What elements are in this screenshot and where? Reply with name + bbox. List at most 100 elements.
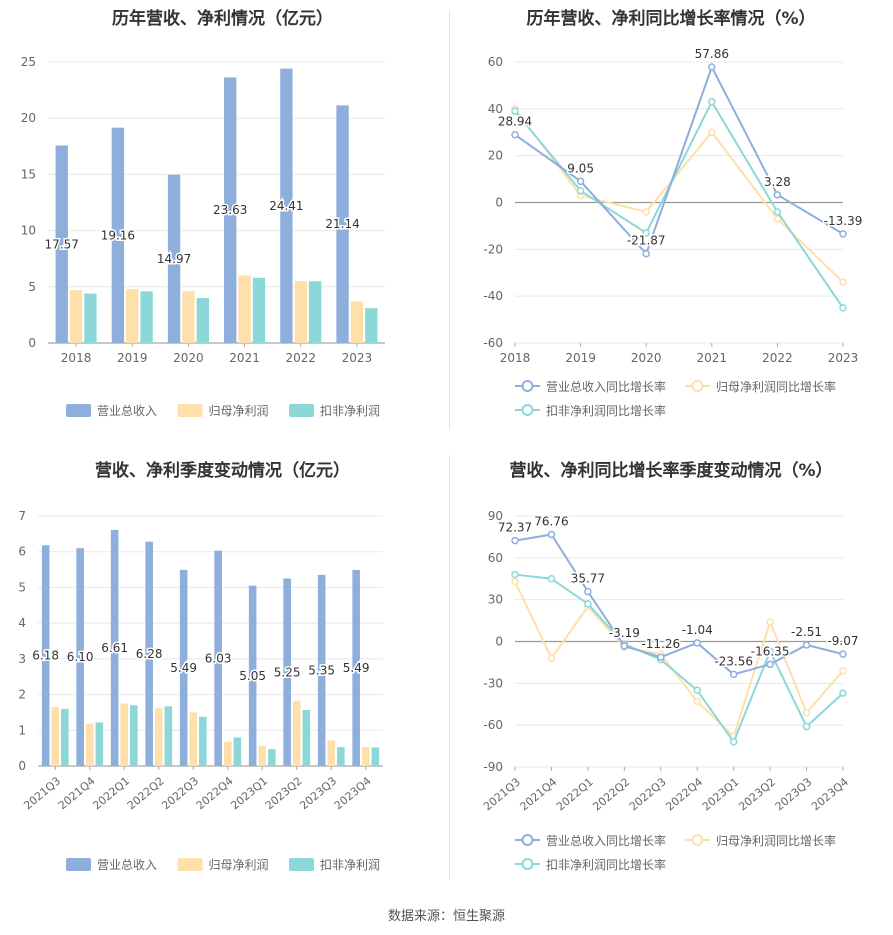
bar-revenue — [280, 68, 293, 344]
chart-annual-growth-rate: 历年营收、净利同比增长率情况（%） -60 -40 -20 0 20 40 60 28.94 9… — [449, 0, 893, 440]
y-tick-label: 90 — [488, 509, 503, 523]
bar-net-profit — [238, 275, 251, 343]
x-tick-label: 2018 — [500, 351, 531, 365]
bar-revenue — [167, 174, 181, 343]
y-tick-label: 0 — [28, 336, 36, 350]
data-point — [620, 642, 629, 650]
series-line-net-profit-growth — [514, 581, 844, 739]
x-tick-label: 2023Q3 — [297, 774, 339, 812]
point-value-label: -1.04 — [682, 623, 713, 637]
bar-net-profit — [327, 740, 336, 766]
data-point — [511, 130, 519, 139]
data-point — [766, 647, 774, 656]
data-point — [766, 618, 774, 626]
point-value-label: 76.76 — [534, 514, 568, 528]
data-point — [642, 208, 650, 216]
x-tick-label: 2023Q2 — [263, 774, 305, 812]
bar-value-label: 17.57 — [45, 237, 79, 251]
x-tick-label: 2021Q3 — [21, 774, 63, 812]
legend-marker — [521, 404, 534, 416]
legend-label: 营业总收入同比增长率 — [546, 379, 666, 394]
y-tick-label: 0 — [495, 196, 503, 210]
x-tick-label: 2022Q2 — [125, 774, 167, 812]
point-value-label: 72.37 — [498, 521, 532, 535]
y-tick-label: 40 — [488, 102, 503, 116]
point-value-label: 28.94 — [498, 115, 532, 129]
bar-value-label: 6.18 — [32, 649, 59, 663]
y-tick-label: 7 — [18, 509, 26, 523]
bar-net-profit — [51, 707, 60, 766]
x-tick-label: 2023Q1 — [700, 775, 742, 813]
data-point — [708, 98, 716, 106]
bar-net-profit — [154, 708, 163, 766]
data-point — [693, 697, 701, 706]
y-tick-label: 3 — [18, 652, 26, 666]
bar-net-profit — [189, 712, 198, 766]
data-point — [584, 600, 592, 608]
x-tick-label: 2023Q2 — [736, 775, 778, 813]
series-line-deducted-profit-growth — [514, 573, 844, 744]
chart-svg: 0 1 2 3 4 5 6 7 6.18 6.10 6.61 6.28 5.49 6.03 5.05 5.25… — [18, 509, 383, 872]
series-line-revenue-growth — [514, 64, 844, 256]
bar-revenue — [214, 550, 222, 766]
x-tick-label: 2022Q1 — [90, 774, 132, 812]
x-tick-label: 2022Q2 — [590, 775, 632, 813]
legend-label: 营业总收入同比增长率 — [546, 833, 666, 848]
chart-title: 营收、净利季度变动情况（亿元） — [95, 461, 350, 481]
legend-swatch — [66, 404, 91, 417]
bar-revenue — [145, 541, 153, 766]
point-value-label: -23.56 — [714, 654, 753, 668]
data-point — [547, 530, 556, 539]
bar-deducted-profit — [308, 281, 322, 343]
data-point — [839, 278, 847, 286]
x-tick-label: 2022 — [762, 351, 793, 365]
y-tick-label: 20 — [488, 149, 503, 163]
bar-revenue — [317, 574, 326, 766]
bar-value-label: 21.14 — [325, 217, 359, 231]
legend-swatch — [177, 404, 203, 417]
chart-quarterly-growth-rate: 营收、净利同比增长率季度变动情况（%） -90 -60 -30 0 30 60 90 72.3… — [449, 450, 893, 890]
bar-deducted-profit — [164, 706, 173, 766]
bar-net-profit — [361, 747, 370, 766]
bar-value-label: 6.28 — [136, 647, 163, 661]
data-point — [729, 738, 738, 746]
bar-revenue — [224, 77, 237, 343]
bar-net-profit — [292, 700, 301, 766]
data-point — [693, 639, 701, 647]
legend-label: 归母净利润 — [209, 404, 269, 418]
bar-deducted-profit — [196, 298, 209, 343]
y-tick-label: -60 — [483, 336, 503, 350]
bar-deducted-profit — [199, 716, 207, 766]
x-tick-label: 2021 — [697, 351, 728, 365]
bar-net-profit — [258, 745, 267, 766]
data-point — [839, 689, 847, 697]
data-point — [547, 654, 556, 662]
bar-deducted-profit — [95, 722, 104, 766]
y-tick-label: 2 — [18, 688, 26, 702]
chart-svg: -60 -40 -20 0 20 40 60 28.94 9.05 -21.87 57.86 3.28… — [483, 46, 863, 418]
bar-revenue — [76, 548, 84, 766]
bar-deducted-profit — [365, 308, 378, 343]
bar-value-label: 14.97 — [157, 252, 191, 266]
y-tick-label: 20 — [21, 111, 36, 125]
data-point — [839, 650, 847, 658]
chart-annual-revenue-profit: 历年营收、净利情况（亿元） 0 5 10 15 20 25 17.57 19.16 14.97 2… — [0, 0, 445, 440]
point-value-label: -2.51 — [791, 625, 822, 639]
bar-deducted-profit — [302, 709, 311, 766]
series-line-net-profit-growth — [514, 108, 844, 283]
x-tick-label: 2019 — [565, 351, 596, 365]
bar-revenue — [41, 545, 50, 766]
legend-marker — [521, 858, 534, 870]
data-point — [802, 708, 811, 717]
x-tick-label: 2021Q4 — [56, 774, 98, 812]
legend-label: 扣非净利润同比增长率 — [546, 857, 666, 872]
legend-label: 扣非净利润 — [320, 858, 380, 872]
data-point — [657, 653, 665, 661]
point-value-label: 3.28 — [764, 175, 791, 189]
point-value-label: -9.07 — [827, 634, 858, 648]
y-tick-label: 0 — [495, 635, 503, 649]
data-point — [511, 570, 519, 579]
chart-title: 历年营收、净利同比增长率情况（%） — [526, 9, 816, 29]
data-point — [839, 304, 847, 312]
legend-label: 归母净利润同比增长率 — [716, 833, 836, 848]
